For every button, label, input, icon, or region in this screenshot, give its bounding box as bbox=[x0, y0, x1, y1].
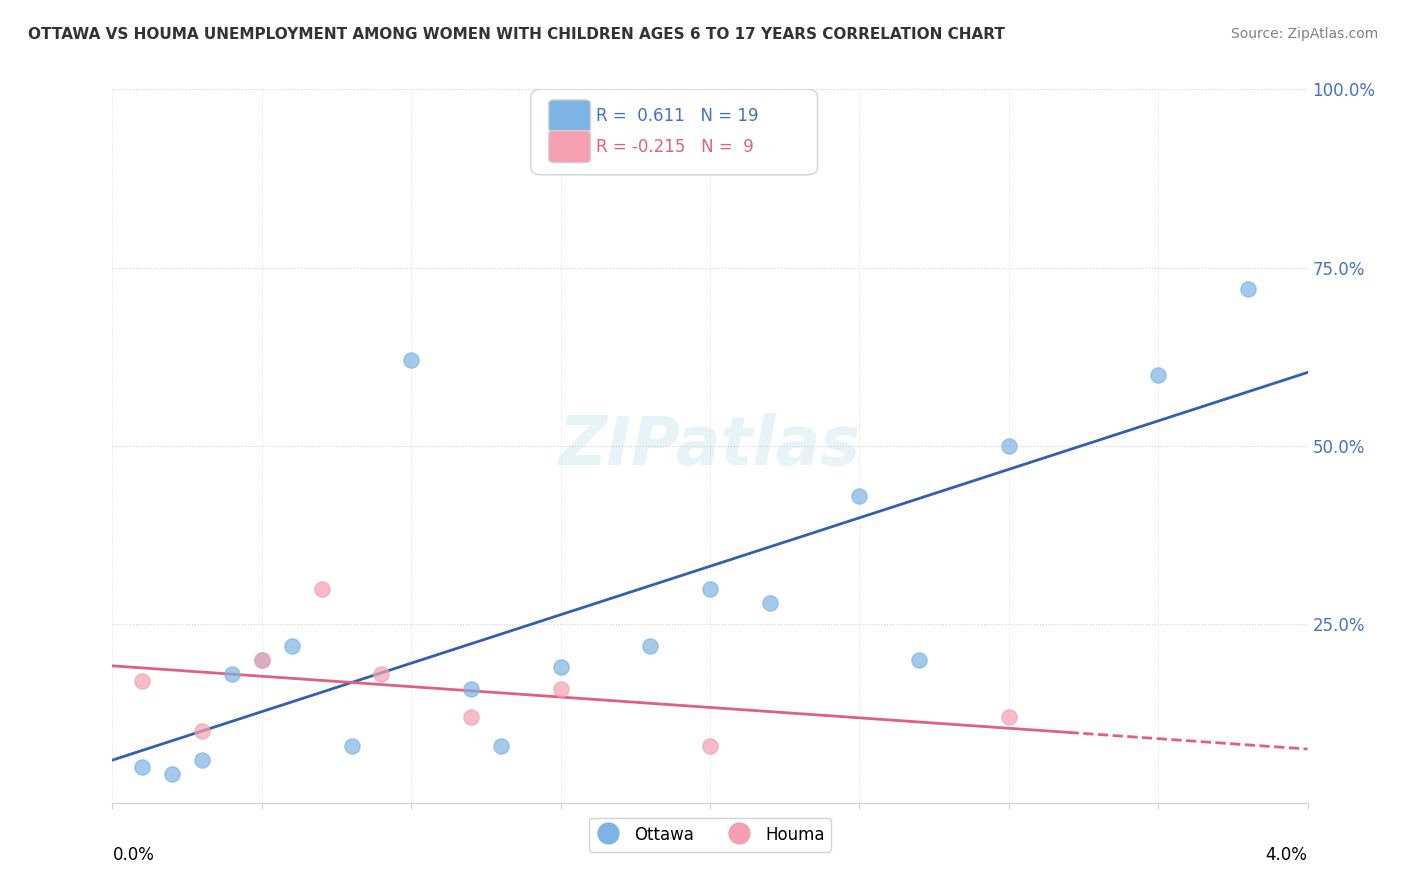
Point bbox=[460, 710, 482, 724]
Point bbox=[550, 681, 572, 696]
Point bbox=[131, 674, 153, 689]
Text: 4.0%: 4.0% bbox=[1265, 846, 1308, 863]
Point bbox=[281, 639, 304, 653]
Point bbox=[848, 489, 870, 503]
FancyBboxPatch shape bbox=[548, 130, 591, 162]
Point bbox=[998, 710, 1021, 724]
Point bbox=[489, 739, 512, 753]
Point bbox=[250, 653, 273, 667]
Point bbox=[162, 767, 183, 781]
Point bbox=[759, 596, 782, 610]
Point bbox=[699, 739, 721, 753]
Point bbox=[908, 653, 931, 667]
Point bbox=[370, 667, 392, 681]
Point bbox=[250, 653, 273, 667]
Point bbox=[340, 739, 363, 753]
Text: OTTAWA VS HOUMA UNEMPLOYMENT AMONG WOMEN WITH CHILDREN AGES 6 TO 17 YEARS CORREL: OTTAWA VS HOUMA UNEMPLOYMENT AMONG WOMEN… bbox=[28, 27, 1005, 42]
Point bbox=[699, 582, 721, 596]
Point bbox=[640, 639, 662, 653]
Point bbox=[191, 724, 214, 739]
Point bbox=[131, 760, 153, 774]
Text: 0.0%: 0.0% bbox=[112, 846, 155, 863]
Point bbox=[460, 681, 482, 696]
FancyBboxPatch shape bbox=[548, 100, 591, 132]
Point bbox=[401, 353, 423, 368]
Point bbox=[1237, 282, 1260, 296]
Point bbox=[311, 582, 333, 596]
FancyBboxPatch shape bbox=[531, 89, 818, 175]
Legend: Ottawa, Houma: Ottawa, Houma bbox=[589, 818, 831, 852]
Point bbox=[998, 439, 1021, 453]
Text: ZIPatlas: ZIPatlas bbox=[560, 413, 860, 479]
Text: R = -0.215   N =  9: R = -0.215 N = 9 bbox=[596, 138, 754, 156]
Text: Source: ZipAtlas.com: Source: ZipAtlas.com bbox=[1230, 27, 1378, 41]
Point bbox=[191, 753, 214, 767]
Point bbox=[221, 667, 243, 681]
Text: R =  0.611   N = 19: R = 0.611 N = 19 bbox=[596, 107, 759, 125]
Point bbox=[1147, 368, 1170, 382]
Point bbox=[550, 660, 572, 674]
